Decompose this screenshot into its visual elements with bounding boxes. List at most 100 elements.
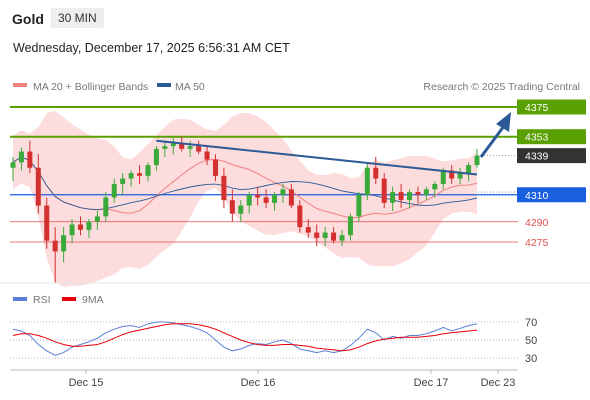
forecast-arrow-head [496,112,511,132]
candle-body [423,189,429,195]
candle-body [44,205,50,241]
copyright-text: Research © 2025 Trading Central [423,81,580,93]
chart-datetime: Wednesday, December 17, 2025 6:56:31 AM … [13,41,290,55]
candle-body [449,170,455,179]
candle-body [331,232,337,241]
candle-body [440,170,446,184]
moving-averages [12,156,478,219]
legend-ma20-label: MA 20 + Bollinger Bands [33,81,148,93]
level-labels: 4375 4353 4339 4310 4290 4275 [517,99,586,249]
candle-body [407,192,413,201]
candle-body [474,155,480,166]
ma50-line [12,156,478,211]
trendline [156,112,511,176]
candle-body [398,192,404,201]
candle-body [272,194,278,203]
candle-body [77,224,83,230]
candle-body [52,240,58,252]
candle-body [381,178,387,203]
candle-body [322,232,328,238]
rsi-line [12,321,478,356]
x-tick-label: Dec 17 [414,377,449,389]
x-tick-label: Dec 16 [241,377,276,389]
candle-body [10,162,16,168]
legend-rsi-ma-label: 9MA [82,294,104,306]
candle-body [263,197,269,203]
candles [10,136,480,283]
x-tick-label: Dec 15 [69,377,104,389]
candle-body [120,178,126,184]
rsi-panel: 70 50 30 [10,317,537,365]
candle-body [128,173,134,179]
candle-body [212,159,218,176]
instrument-title: Gold [12,11,44,27]
legend-ma50-label: MA 50 [175,81,205,93]
candle-body [61,235,67,252]
candle-body [297,205,303,228]
forecast-arrow-shaft [479,125,506,158]
candle-body [204,151,210,160]
candle-body [27,151,33,168]
candle-body [373,167,379,179]
candle-body [314,232,320,238]
candle-body [69,224,75,236]
candle-body [390,192,396,203]
candle-body [339,235,345,241]
candle-body [153,148,159,166]
legend-rsi-swatch [13,297,27,301]
candle-body [255,194,261,198]
legend-rsi-label: RSI [33,294,51,306]
candle-body [179,143,185,149]
candle-body [196,146,202,152]
legend-ma20-swatch [13,83,27,87]
candle-body [288,189,294,206]
target-label-4375: 4375 [525,102,549,114]
target-label-4353: 4353 [525,132,549,144]
candle-body [347,216,353,236]
target-box-4375 [517,99,586,115]
x-tick-label: Dec 23 [481,377,516,389]
candle-body [221,175,227,201]
legend-rsi-ma-swatch [62,297,76,301]
pivot-label: 4310 [525,190,549,202]
timeframe-badge[interactable]: 30 MIN [51,8,104,28]
candle-body [94,216,100,222]
candle-body [35,167,41,206]
candle-body [457,173,463,179]
candle-body [246,194,252,206]
candle-body [18,151,24,163]
candle-body [145,165,151,176]
candle-body [137,173,143,176]
last-price-box [517,148,586,164]
pivot-box [517,187,586,203]
candle-body [356,194,362,217]
bollinger-band-fill [13,111,477,287]
candle-body [466,165,472,174]
candle-body [170,143,176,147]
price-levels [10,106,518,243]
candle-body [280,189,286,195]
candle-body [415,192,421,195]
candle-body [432,183,438,190]
legend-ma50-swatch [157,83,171,87]
bollinger-bands [13,111,477,287]
resistance-trendline [156,139,478,176]
rsi-ma-line [12,323,478,352]
candle-body [187,146,193,149]
candle-body [238,205,244,214]
candle-body [229,200,235,214]
rsi-level-label-30: 30 [525,353,537,365]
support-label-4275: 4275 [525,237,549,249]
candle-body [305,227,311,233]
rsi-level-label-70: 70 [525,317,537,329]
x-axis-ticks: Dec 15 Dec 16 Dec 17 Dec 23 [69,370,516,389]
support-label-4290: 4290 [525,217,549,229]
candle-body [86,221,92,230]
candle-body [162,146,168,149]
candle-body [364,167,370,195]
candle-body [111,183,117,198]
last-price-label: 4339 [525,151,549,163]
candle-body [103,197,109,217]
